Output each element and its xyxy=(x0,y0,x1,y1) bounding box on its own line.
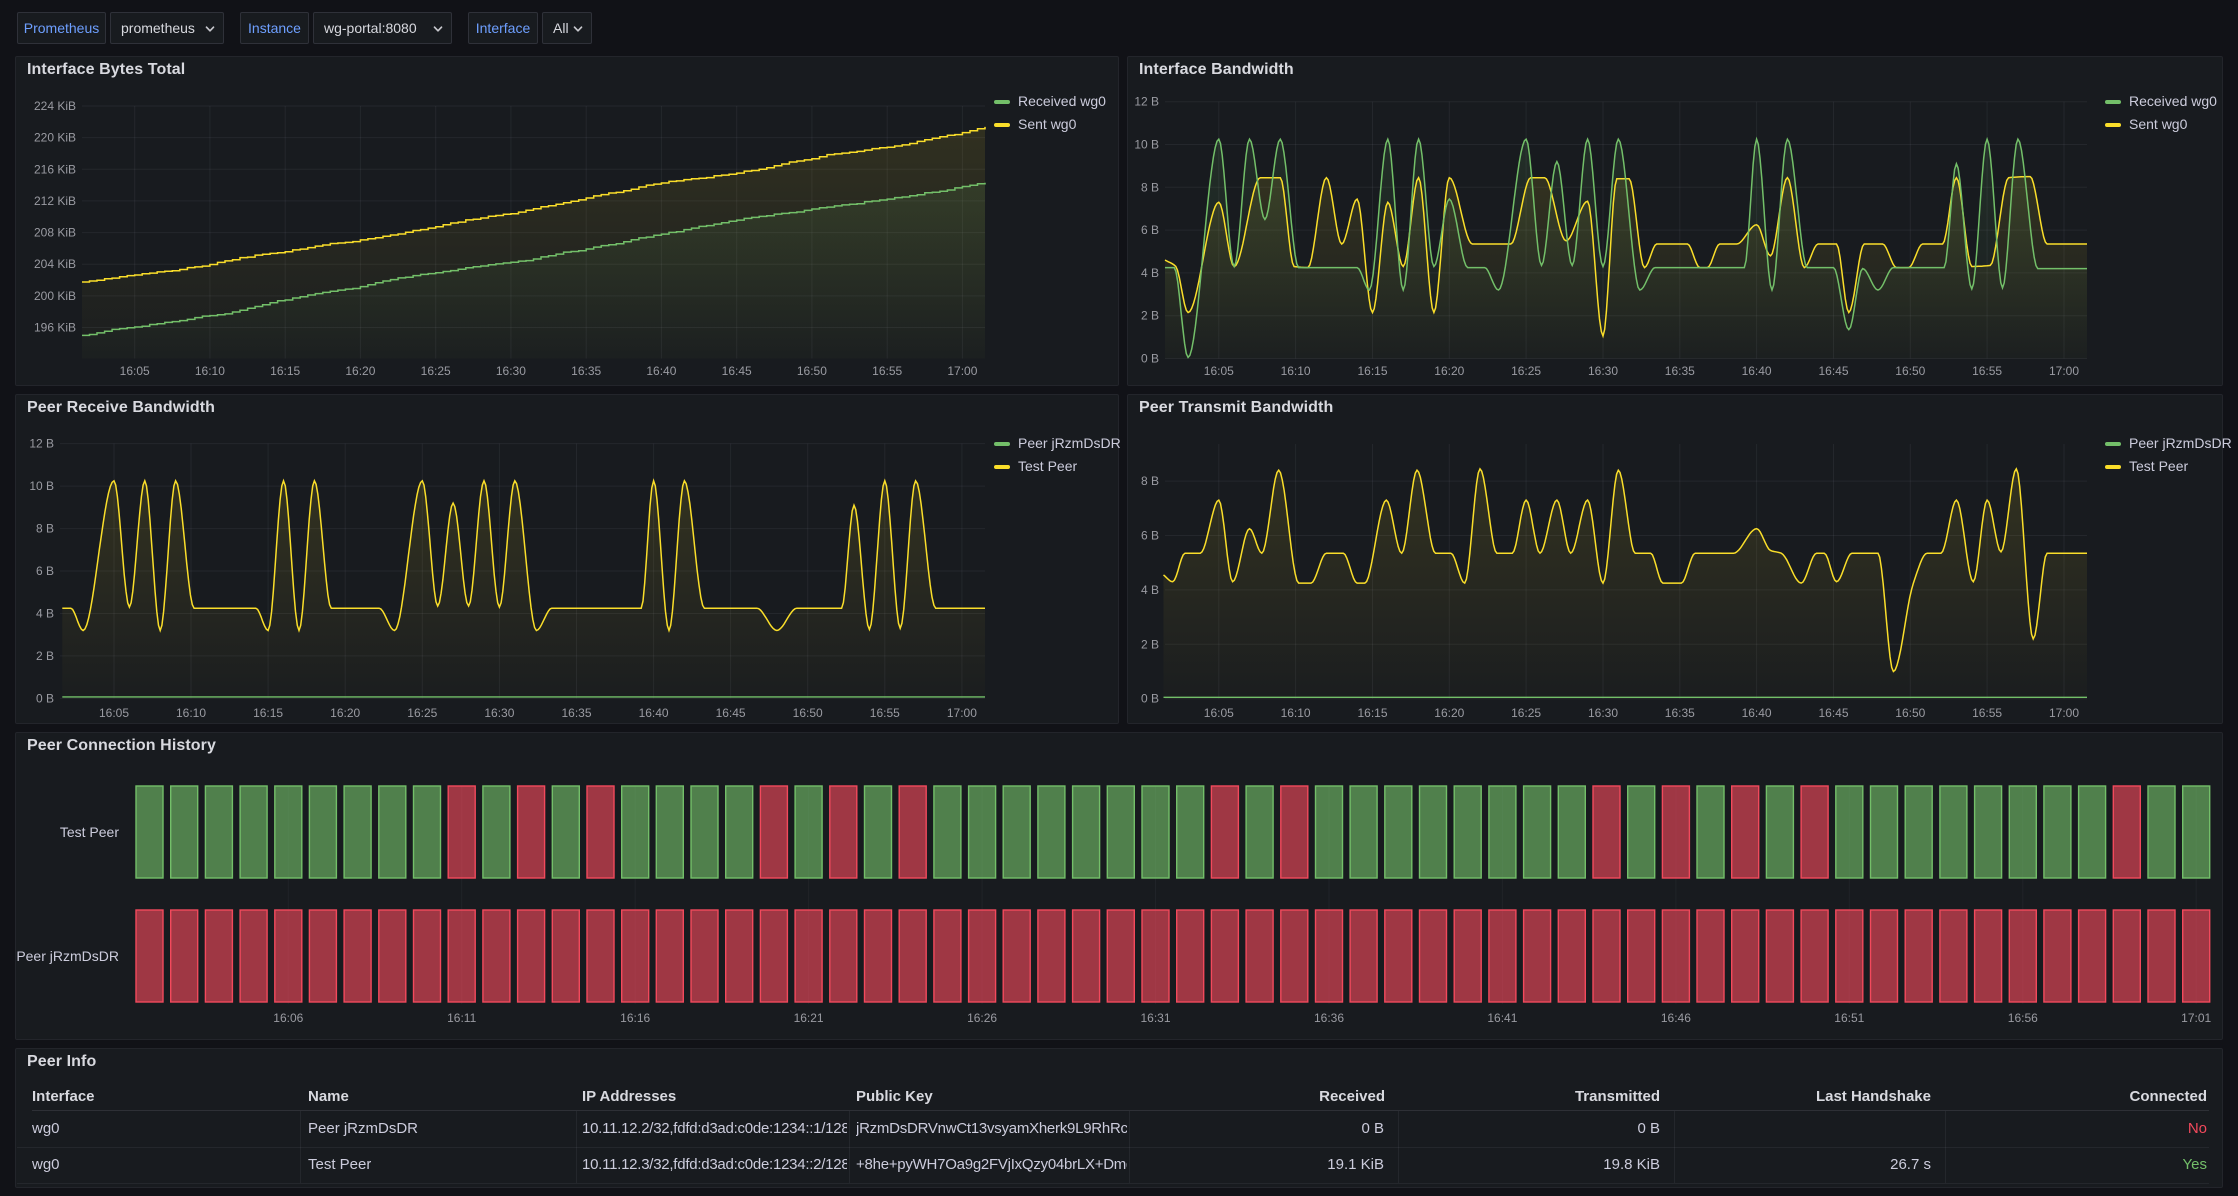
svg-text:196 KiB: 196 KiB xyxy=(34,321,76,335)
svg-text:0 B: 0 B xyxy=(1141,692,1159,706)
svg-text:4 B: 4 B xyxy=(1141,266,1159,280)
svg-text:16:55: 16:55 xyxy=(1972,706,2002,720)
svg-text:16:20: 16:20 xyxy=(1434,364,1464,378)
svg-text:224 KiB: 224 KiB xyxy=(34,99,76,113)
svg-text:16:41: 16:41 xyxy=(1487,1011,1517,1025)
svg-text:Test Peer: Test Peer xyxy=(60,824,119,840)
svg-text:10 B: 10 B xyxy=(1134,138,1159,152)
svg-text:8 B: 8 B xyxy=(1141,180,1159,194)
svg-text:204 KiB: 204 KiB xyxy=(34,257,76,271)
svg-text:200 KiB: 200 KiB xyxy=(34,289,76,303)
svg-text:4 B: 4 B xyxy=(36,607,54,621)
svg-text:17:00: 17:00 xyxy=(2049,364,2079,378)
svg-text:16:25: 16:25 xyxy=(421,364,451,378)
svg-text:212 KiB: 212 KiB xyxy=(34,194,76,208)
svg-text:8 B: 8 B xyxy=(36,522,54,536)
svg-text:Peer jRzmDsDR: Peer jRzmDsDR xyxy=(16,948,119,964)
svg-text:2 B: 2 B xyxy=(1141,309,1159,323)
svg-text:16:50: 16:50 xyxy=(1895,364,1925,378)
svg-text:16:55: 16:55 xyxy=(870,706,900,720)
svg-text:16:40: 16:40 xyxy=(1742,706,1772,720)
svg-text:16:36: 16:36 xyxy=(1314,1011,1344,1025)
svg-text:16:55: 16:55 xyxy=(1972,364,2002,378)
svg-text:16:55: 16:55 xyxy=(872,364,902,378)
svg-text:16:21: 16:21 xyxy=(794,1011,824,1025)
svg-text:17:00: 17:00 xyxy=(2049,706,2079,720)
svg-text:16:40: 16:40 xyxy=(639,706,669,720)
svg-text:16:31: 16:31 xyxy=(1140,1011,1170,1025)
svg-text:16:45: 16:45 xyxy=(716,706,746,720)
svg-text:16:35: 16:35 xyxy=(1665,364,1695,378)
svg-text:4 B: 4 B xyxy=(1141,583,1159,597)
svg-text:16:40: 16:40 xyxy=(646,364,676,378)
svg-text:0 B: 0 B xyxy=(36,691,54,705)
svg-text:16:50: 16:50 xyxy=(793,706,823,720)
svg-text:6 B: 6 B xyxy=(1141,223,1159,237)
svg-text:6 B: 6 B xyxy=(1141,529,1159,543)
svg-text:16:20: 16:20 xyxy=(330,706,360,720)
svg-text:16:30: 16:30 xyxy=(484,706,514,720)
svg-text:16:51: 16:51 xyxy=(1834,1011,1864,1025)
svg-text:208 KiB: 208 KiB xyxy=(34,226,76,240)
svg-text:16:35: 16:35 xyxy=(1665,706,1695,720)
svg-text:16:15: 16:15 xyxy=(1357,364,1387,378)
svg-text:16:30: 16:30 xyxy=(1588,364,1618,378)
svg-text:16:05: 16:05 xyxy=(1204,364,1234,378)
svg-text:16:10: 16:10 xyxy=(1281,364,1311,378)
svg-text:16:06: 16:06 xyxy=(273,1011,303,1025)
svg-text:16:10: 16:10 xyxy=(176,706,206,720)
svg-text:17:00: 17:00 xyxy=(947,706,977,720)
svg-text:6 B: 6 B xyxy=(36,564,54,578)
svg-text:16:25: 16:25 xyxy=(1511,706,1541,720)
svg-text:16:05: 16:05 xyxy=(1204,706,1234,720)
svg-text:16:15: 16:15 xyxy=(1357,706,1387,720)
svg-text:16:56: 16:56 xyxy=(2008,1011,2038,1025)
svg-text:12 B: 12 B xyxy=(29,437,54,451)
svg-text:16:45: 16:45 xyxy=(722,364,752,378)
svg-text:17:00: 17:00 xyxy=(947,364,977,378)
svg-text:10 B: 10 B xyxy=(29,479,54,493)
svg-text:16:45: 16:45 xyxy=(1818,706,1848,720)
svg-text:16:35: 16:35 xyxy=(571,364,601,378)
svg-text:16:45: 16:45 xyxy=(1818,364,1848,378)
svg-text:16:25: 16:25 xyxy=(1511,364,1541,378)
svg-text:16:46: 16:46 xyxy=(1661,1011,1691,1025)
svg-text:17:01: 17:01 xyxy=(2181,1011,2211,1025)
svg-text:2 B: 2 B xyxy=(1141,637,1159,651)
svg-text:16:10: 16:10 xyxy=(195,364,225,378)
svg-text:0 B: 0 B xyxy=(1141,352,1159,366)
svg-text:8 B: 8 B xyxy=(1141,474,1159,488)
svg-text:16:50: 16:50 xyxy=(1895,706,1925,720)
svg-text:16:26: 16:26 xyxy=(967,1011,997,1025)
svg-text:16:35: 16:35 xyxy=(561,706,591,720)
svg-text:16:20: 16:20 xyxy=(1434,706,1464,720)
svg-text:16:15: 16:15 xyxy=(270,364,300,378)
svg-text:16:40: 16:40 xyxy=(1742,364,1772,378)
svg-text:16:15: 16:15 xyxy=(253,706,283,720)
svg-text:216 KiB: 216 KiB xyxy=(34,162,76,176)
svg-text:16:30: 16:30 xyxy=(1588,706,1618,720)
svg-text:2 B: 2 B xyxy=(36,649,54,663)
svg-text:16:05: 16:05 xyxy=(120,364,150,378)
svg-text:16:30: 16:30 xyxy=(496,364,526,378)
svg-text:16:50: 16:50 xyxy=(797,364,827,378)
svg-text:16:20: 16:20 xyxy=(345,364,375,378)
svg-text:16:16: 16:16 xyxy=(620,1011,650,1025)
svg-text:16:11: 16:11 xyxy=(447,1011,476,1025)
svg-text:16:05: 16:05 xyxy=(99,706,129,720)
svg-text:12 B: 12 B xyxy=(1134,95,1159,109)
svg-text:16:10: 16:10 xyxy=(1281,706,1311,720)
svg-text:16:25: 16:25 xyxy=(407,706,437,720)
svg-text:220 KiB: 220 KiB xyxy=(34,131,76,145)
